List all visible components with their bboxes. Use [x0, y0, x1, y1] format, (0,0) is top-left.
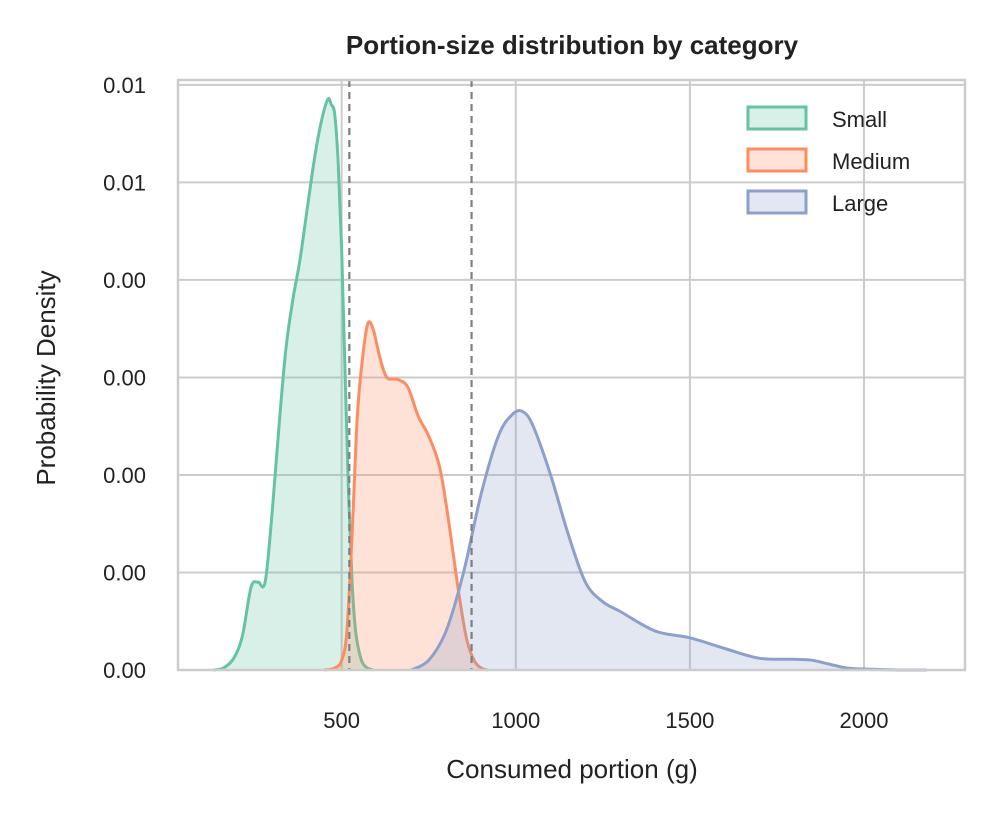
x-tick-label: 2000 [840, 708, 889, 733]
y-tick-label: 0.00 [103, 365, 146, 390]
y-tick-labels: 0.00 0.00 0.00 0.00 0.00 0.01 0.01 [103, 73, 146, 683]
plot-frame [176, 78, 967, 672]
legend-swatch-small [746, 105, 808, 131]
series-layer [212, 97, 927, 672]
x-tick-label: 1500 [665, 708, 714, 733]
density-area-medium [324, 321, 488, 670]
x-axis-label: Consumed portion (g) [446, 754, 697, 784]
x-tick-label: 500 [323, 708, 360, 733]
reference-lines [348, 80, 473, 670]
y-tick-label: 0.00 [103, 463, 146, 488]
x-tick-label: 1000 [491, 708, 540, 733]
density-area-small [212, 98, 373, 670]
y-tick-label: 0.00 [103, 560, 146, 585]
legend-swatch-medium [746, 147, 808, 173]
legend: Small Medium Large [746, 105, 910, 216]
grid-layer [178, 80, 965, 671]
chart-title: Portion-size distribution by category [346, 30, 799, 60]
y-tick-label: 0.00 [103, 658, 146, 683]
density-area-large [411, 410, 927, 670]
legend-label-medium: Medium [832, 149, 910, 174]
y-tick-label: 0.01 [103, 170, 146, 195]
y-tick-label: 0.01 [103, 73, 146, 98]
y-axis-label: Probability Density [31, 270, 61, 485]
density-line-medium [324, 320, 489, 672]
density-line-large [410, 409, 927, 672]
legend-label-large: Large [832, 191, 888, 216]
y-tick-label: 0.00 [103, 268, 146, 293]
legend-swatch-large [746, 189, 808, 215]
legend-label-small: Small [832, 107, 887, 132]
x-tick-labels: 500 1000 1500 2000 [323, 708, 888, 733]
